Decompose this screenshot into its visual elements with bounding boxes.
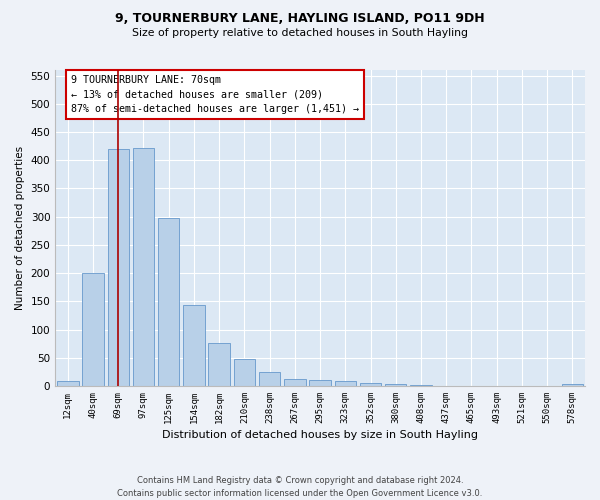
Bar <box>233 360 255 386</box>
Bar <box>158 218 179 386</box>
Bar <box>183 306 205 386</box>
Text: Size of property relative to detached houses in South Hayling: Size of property relative to detached ho… <box>132 28 468 38</box>
Bar <box>284 379 305 386</box>
Y-axis label: Number of detached properties: Number of detached properties <box>15 146 25 310</box>
Bar <box>82 273 104 386</box>
Bar <box>310 380 331 386</box>
Bar <box>107 149 129 386</box>
Bar <box>133 148 154 386</box>
Text: Contains HM Land Registry data © Crown copyright and database right 2024.
Contai: Contains HM Land Registry data © Crown c… <box>118 476 482 498</box>
Bar <box>57 382 79 386</box>
Bar <box>335 382 356 386</box>
Bar <box>562 384 583 386</box>
Bar <box>259 372 280 386</box>
Bar <box>208 342 230 386</box>
X-axis label: Distribution of detached houses by size in South Hayling: Distribution of detached houses by size … <box>162 430 478 440</box>
Bar <box>410 385 432 386</box>
Bar <box>360 383 381 386</box>
Bar <box>385 384 406 386</box>
Text: 9, TOURNERBURY LANE, HAYLING ISLAND, PO11 9DH: 9, TOURNERBURY LANE, HAYLING ISLAND, PO1… <box>115 12 485 26</box>
Text: 9 TOURNERBURY LANE: 70sqm
← 13% of detached houses are smaller (209)
87% of semi: 9 TOURNERBURY LANE: 70sqm ← 13% of detac… <box>71 74 359 114</box>
